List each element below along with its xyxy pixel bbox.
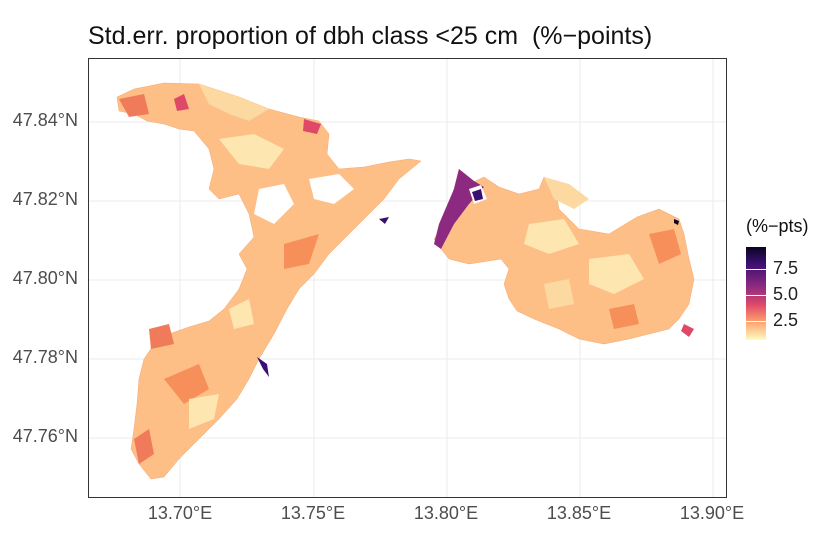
- map-title: Std.err. proportion of dbh class <25 cm …: [88, 22, 653, 50]
- legend-tick: [746, 269, 766, 270]
- west-forest-region: [116, 82, 422, 480]
- x-tick-label: 13.80°E: [413, 503, 479, 523]
- x-tick-label: 13.70°E: [147, 503, 213, 523]
- legend-label: 5.0: [773, 284, 799, 304]
- west-thin-strip: [379, 217, 389, 224]
- east-hotspot: [434, 169, 487, 249]
- legend-label: 7.5: [773, 258, 799, 278]
- legend-tick: [746, 321, 766, 322]
- legend-colorbar: [746, 247, 766, 340]
- legend-tick: [746, 295, 766, 296]
- y-tick-label: 47.80°N: [12, 268, 78, 288]
- map-panel: [88, 58, 727, 498]
- x-tick-label: 13.90°E: [679, 503, 745, 523]
- map-svg: [89, 59, 726, 497]
- legend-label: 2.5: [773, 310, 799, 330]
- east-max-point: [674, 219, 679, 225]
- legend-title: (%−pts): [746, 216, 809, 236]
- west-small-hotspot: [257, 357, 269, 377]
- y-tick-label: 47.84°N: [12, 110, 78, 130]
- y-tick-label: 47.82°N: [12, 189, 78, 209]
- y-tick-label: 47.78°N: [12, 347, 78, 367]
- x-tick-label: 13.75°E: [280, 503, 346, 523]
- east-forest-region: [433, 168, 695, 345]
- x-tick-label: 13.85°E: [546, 503, 612, 523]
- y-tick-label: 47.76°N: [12, 426, 78, 446]
